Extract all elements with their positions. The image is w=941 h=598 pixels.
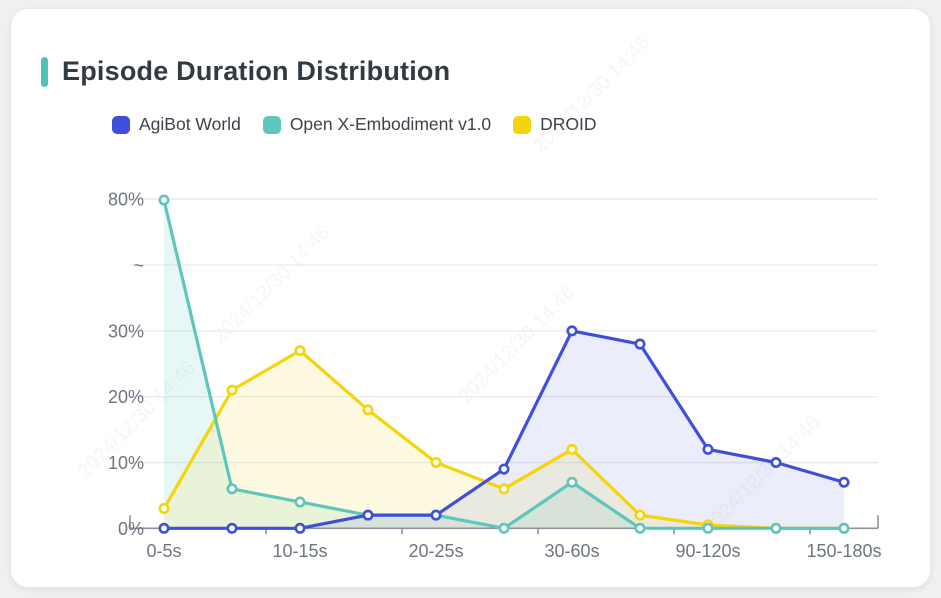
data-point-open-x-embodiment-v1-0-150-180s[interactable] [838, 522, 850, 534]
legend-swatch-open-x-embodiment-v1-0 [262, 115, 281, 134]
y-axis-label-0: 0% [118, 519, 144, 539]
x-axis-label-20-25s: 20-25s [408, 541, 463, 561]
legend-label: Open X-Embodiment v1.0 [289, 114, 492, 134]
data-point-agibot-world-0-5s[interactable] [158, 522, 170, 534]
data-point-droid-30-60s[interactable] [566, 443, 578, 455]
data-point-open-x-embodiment-v1-0-0-5s[interactable] [158, 194, 170, 206]
watermark-text: 2024/12/30 14:46 [209, 222, 335, 348]
legend-item-agibot-world[interactable]: AgiBot World [112, 114, 241, 135]
chart-card: Episode Duration Distribution AgiBot Wor… [10, 8, 931, 588]
data-point-agibot-world-25-30s[interactable] [498, 463, 510, 475]
data-point-open-x-embodiment-v1-0-5-10s[interactable] [226, 483, 238, 495]
y-axis-label-80: 80% [108, 190, 144, 210]
legend-swatch-droid [513, 115, 532, 134]
data-point-agibot-world-120-150s[interactable] [770, 456, 782, 468]
data-point-open-x-embodiment-v1-0-30-60s[interactable] [566, 476, 578, 488]
data-point-droid-60-90s[interactable] [634, 509, 646, 521]
series-area-agibot-world [164, 330, 844, 529]
data-point-open-x-embodiment-v1-0-10-15s[interactable] [294, 496, 306, 508]
y-axis-label-30: 30% [108, 321, 144, 341]
data-point-droid-25-30s[interactable] [498, 483, 510, 495]
watermark-text: 2024/12/30 14:46 [529, 32, 655, 158]
data-point-open-x-embodiment-v1-0-120-150s[interactable] [770, 522, 782, 534]
legend-label: DROID [540, 114, 597, 134]
x-axis-label-0-5s: 0-5s [146, 541, 181, 561]
data-point-agibot-world-5-10s[interactable] [226, 522, 238, 534]
data-point-agibot-world-10-15s[interactable] [294, 522, 306, 534]
legend-swatch-agibot-world [112, 115, 130, 134]
chart-header: Episode Duration Distribution [41, 56, 450, 87]
x-axis-label-90-120s: 90-120s [675, 541, 740, 561]
series-area-open-x-embodiment-v1-0 [164, 200, 844, 529]
legend-item-droid[interactable]: DROID [513, 114, 597, 135]
y-axis-label-10: 10% [108, 453, 144, 473]
series-area-droid [164, 350, 844, 529]
title-accent-bar [41, 56, 48, 87]
data-point-droid-5-10s[interactable] [226, 384, 238, 396]
data-point-agibot-world-150-180s[interactable] [838, 476, 850, 488]
data-point-open-x-embodiment-v1-0-25-30s[interactable] [498, 522, 510, 534]
page-title: Episode Duration Distribution [62, 56, 451, 86]
x-axis-label-10-15s: 10-15s [272, 541, 327, 561]
data-point-agibot-world-90-120s[interactable] [702, 443, 714, 455]
data-point-agibot-world-30-60s[interactable] [566, 325, 578, 337]
data-point-agibot-world-60-90s[interactable] [634, 338, 646, 350]
data-point-open-x-embodiment-v1-0-60-90s[interactable] [634, 522, 646, 534]
x-axis-label-150-180s: 150-180s [806, 541, 881, 561]
data-point-droid-10-15s[interactable] [294, 345, 306, 357]
y-axis-label-20: 20% [108, 387, 144, 407]
data-point-droid-15-20s[interactable] [362, 404, 374, 416]
data-point-droid-20-25s[interactable] [430, 456, 442, 468]
chart-legend: AgiBot World Open X-Embodiment v1.0 DROID [112, 114, 597, 135]
data-point-droid-0-5s[interactable] [158, 503, 170, 515]
data-point-agibot-world-15-20s[interactable] [362, 509, 374, 521]
y-axis-label-: ~ [133, 255, 144, 275]
x-axis-label-30-60s: 30-60s [544, 541, 599, 561]
data-point-agibot-world-20-25s[interactable] [430, 509, 442, 521]
data-point-open-x-embodiment-v1-0-90-120s[interactable] [702, 522, 714, 534]
legend-item-open-x-embodiment-v1-0[interactable]: Open X-Embodiment v1.0 [262, 114, 492, 135]
legend-label: AgiBot World [139, 114, 241, 134]
